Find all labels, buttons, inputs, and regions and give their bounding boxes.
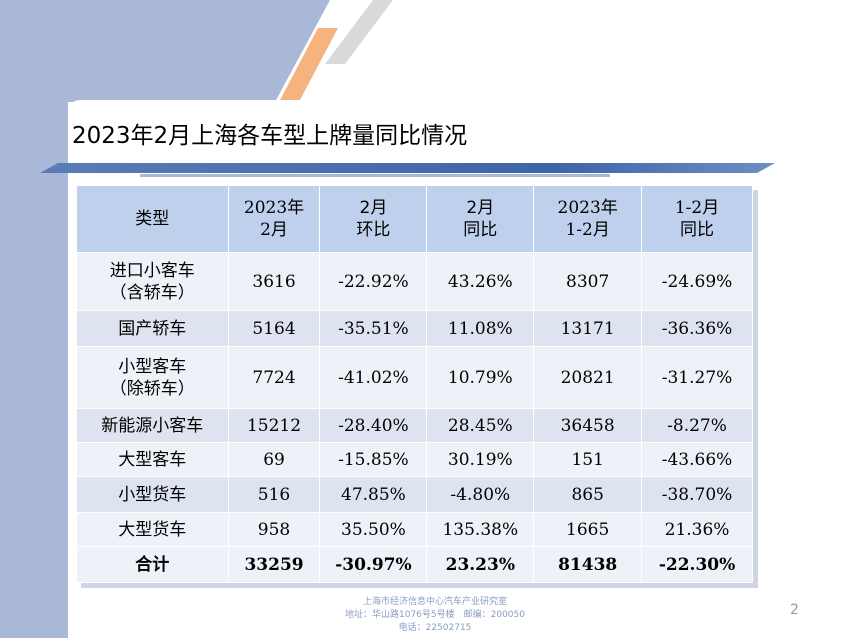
cell-ytd-yoy: -38.70% [641,476,753,513]
cell-ytd: 13171 [533,310,643,347]
row-type: 小型客车 （除轿车） [76,346,229,409]
table-header-row: 类型 2023年 2月 2月 环比 2月 同比 2023年 1-2月 1-2月 同比 [76,185,753,253]
cell-ytd: 151 [533,442,643,477]
footer-address: 地址：华山路1076号5号楼 邮编：200050 [345,610,525,620]
total-ytd-yoy: -22.30% [641,546,753,583]
top-band-decoration [0,0,330,102]
cell-ytd: 1665 [533,512,643,547]
footer-phone: 电话：22502715 [398,623,472,633]
footer-org: 上海市经济信息中心汽车产业研究室 [362,597,507,607]
table-row: 大型客车 69 -15.85% 30.19% 151 -43.66% [76,442,753,477]
header-feb-mom: 2月 环比 [319,185,428,253]
cell-ytd: 865 [533,476,643,513]
cell-ytd-yoy: -8.27% [641,408,753,443]
cell-yoy: -4.80% [426,476,535,513]
cell-mom: 47.85% [319,476,428,513]
table-row: 新能源小客车 15212 -28.40% 28.45% 36458 -8.27% [76,408,753,443]
row-type: 国产轿车 [76,310,229,347]
header-ytd-yoy: 1-2月 同比 [641,185,753,253]
table-total-row: 合计 33259 -30.97% 23.23% 81438 -22.30% [76,546,753,583]
table-row: 国产轿车 5164 -35.51% 11.08% 13171 -36.36% [76,310,753,347]
total-yoy: 23.23% [426,546,535,583]
total-type: 合计 [76,546,229,583]
registration-table: 类型 2023年 2月 2月 环比 2月 同比 2023年 1-2月 1-2月 同比 进口… [76,185,753,583]
row-type: 进口小客车 （含轿车） [76,252,229,311]
title-underline-shadow [140,174,610,177]
cell-feb: 958 [227,512,321,547]
cell-yoy: 43.26% [426,252,535,311]
cell-ytd-yoy: -31.27% [641,346,753,409]
footer-contact: 上海市经济信息中心汽车产业研究室 地址：华山路1076号5号楼 邮编：20005… [300,596,570,635]
cell-yoy: 135.38% [426,512,535,547]
table-row: 小型货车 516 47.85% -4.80% 865 -38.70% [76,476,753,513]
cell-feb: 7724 [227,346,321,409]
cell-feb: 69 [227,442,321,477]
cell-yoy: 10.79% [426,346,535,409]
cell-ytd-yoy: -43.66% [641,442,753,477]
table-row: 大型货车 958 35.50% 135.38% 1665 21.36% [76,512,753,547]
table-row: 小型客车 （除轿车） 7724 -41.02% 10.79% 20821 -31.… [76,346,753,409]
total-feb: 33259 [227,546,321,583]
total-ytd: 81438 [533,546,643,583]
cell-ytd: 20821 [533,346,643,409]
page-number: 2 [790,602,799,618]
row-type: 新能源小客车 [76,408,229,443]
row-type: 大型货车 [76,512,229,547]
header-feb-2023: 2023年 2月 [227,185,321,253]
total-mom: -30.97% [319,546,428,583]
header-ytd-2023: 2023年 1-2月 [533,185,643,253]
cell-yoy: 30.19% [426,442,535,477]
cell-mom: -22.92% [319,252,428,311]
title-underline-bar [40,163,775,173]
cell-feb: 5164 [227,310,321,347]
cell-ytd-yoy: -24.69% [641,252,753,311]
header-type: 类型 [76,185,229,253]
cell-mom: -35.51% [319,310,428,347]
side-band-decoration [0,0,68,638]
row-type: 大型客车 [76,442,229,477]
cell-mom: -28.40% [319,408,428,443]
row-type: 小型货车 [76,476,229,513]
cell-feb: 3616 [227,252,321,311]
cell-ytd: 36458 [533,408,643,443]
header-feb-yoy: 2月 同比 [426,185,535,253]
cell-mom: 35.50% [319,512,428,547]
cell-ytd: 8307 [533,252,643,311]
cell-feb: 15212 [227,408,321,443]
table-row: 进口小客车 （含轿车） 3616 -22.92% 43.26% 8307 -24.… [76,252,753,311]
cell-yoy: 11.08% [426,310,535,347]
cell-ytd-yoy: 21.36% [641,512,753,547]
cell-yoy: 28.45% [426,408,535,443]
cell-ytd-yoy: -36.36% [641,310,753,347]
cell-mom: -15.85% [319,442,428,477]
slide-title: 2023年2月上海各车型上牌量同比情况 [72,123,468,149]
cell-feb: 516 [227,476,321,513]
cell-mom: -41.02% [319,346,428,409]
